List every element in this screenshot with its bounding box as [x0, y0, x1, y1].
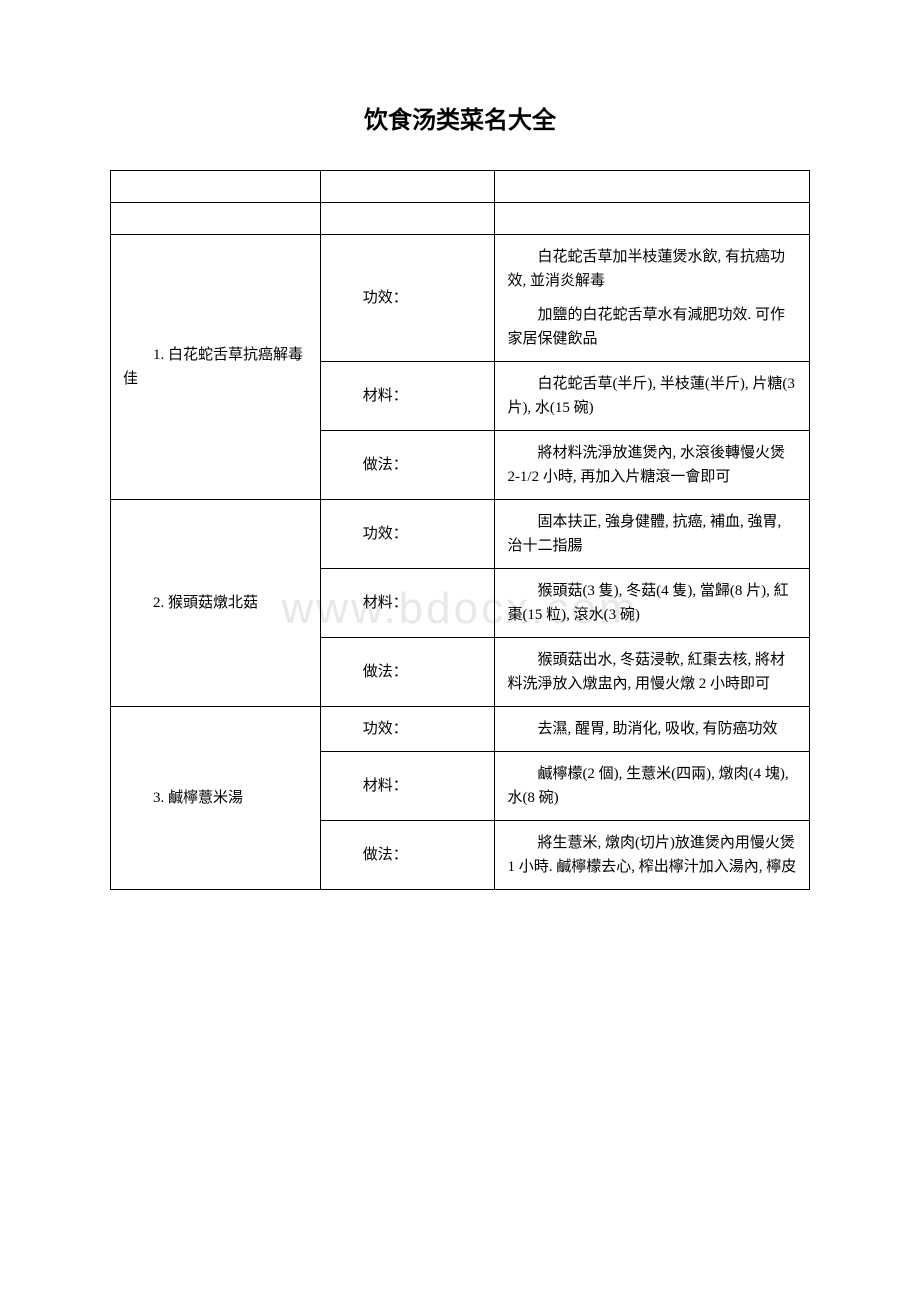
material-label: 材料： [320, 362, 495, 431]
effect-text: 加鹽的白花蛇舌草水有減肥功效. 可作家居保健飲品 [507, 303, 797, 351]
table-row: 2. 猴頭菇燉北菇 功效： 固本扶正, 強身健體, 抗癌, 補血, 強胃, 治十… [111, 500, 810, 569]
material-text: 猴頭菇(3 隻), 冬菇(4 隻), 當歸(8 片), 紅棗(15 粒), 滾水… [507, 579, 797, 627]
method-text: 將生薏米, 燉肉(切片)放進煲內用慢火煲 1 小時. 鹹檸檬去心, 榨出檸汁加入… [507, 831, 797, 879]
method-text: 將材料洗淨放進煲內, 水滾後轉慢火煲 2-1/2 小時, 再加入片糖滾一會即可 [507, 441, 797, 489]
table-row [111, 171, 810, 203]
recipe-name-cell: 3. 鹹檸薏米湯 [111, 707, 321, 890]
table-row: 1. 白花蛇舌草抗癌解毒佳 功效： 白花蛇舌草加半枝蓮煲水飲, 有抗癌功效, 並… [111, 235, 810, 362]
effect-label: 功效： [320, 707, 495, 752]
method-content: 將生薏米, 燉肉(切片)放進煲內用慢火煲 1 小時. 鹹檸檬去心, 榨出檸汁加入… [495, 821, 810, 890]
effect-content: 固本扶正, 強身健體, 抗癌, 補血, 強胃, 治十二指腸 [495, 500, 810, 569]
method-label: 做法： [320, 821, 495, 890]
effect-text: 去濕, 醒胃, 助消化, 吸收, 有防癌功效 [507, 717, 797, 741]
method-content: 猴頭菇出水, 冬菇浸軟, 紅棗去核, 將材料洗淨放入燉盅內, 用慢火燉 2 小時… [495, 638, 810, 707]
recipe-table: 1. 白花蛇舌草抗癌解毒佳 功效： 白花蛇舌草加半枝蓮煲水飲, 有抗癌功效, 並… [110, 170, 810, 890]
material-label: 材料： [320, 752, 495, 821]
page-title: 饮食汤类菜名大全 [110, 100, 810, 135]
material-text: 白花蛇舌草(半斤), 半枝蓮(半斤), 片糖(3片), 水(15 碗) [507, 372, 797, 420]
effect-content: 白花蛇舌草加半枝蓮煲水飲, 有抗癌功效, 並消炎解毒 加鹽的白花蛇舌草水有減肥功… [495, 235, 810, 362]
effect-content: 去濕, 醒胃, 助消化, 吸收, 有防癌功效 [495, 707, 810, 752]
method-text: 猴頭菇出水, 冬菇浸軟, 紅棗去核, 將材料洗淨放入燉盅內, 用慢火燉 2 小時… [507, 648, 797, 696]
material-text: 鹹檸檬(2 個), 生薏米(四兩), 燉肉(4 塊), 水(8 碗) [507, 762, 797, 810]
table-row [111, 203, 810, 235]
material-content: 鹹檸檬(2 個), 生薏米(四兩), 燉肉(4 塊), 水(8 碗) [495, 752, 810, 821]
recipe-name-cell: 2. 猴頭菇燉北菇 [111, 500, 321, 707]
material-label: 材料： [320, 569, 495, 638]
effect-label: 功效： [320, 500, 495, 569]
method-label: 做法： [320, 638, 495, 707]
recipe-table-wrapper: 1. 白花蛇舌草抗癌解毒佳 功效： 白花蛇舌草加半枝蓮煲水飲, 有抗癌功效, 並… [110, 170, 810, 890]
effect-text: 固本扶正, 強身健體, 抗癌, 補血, 強胃, 治十二指腸 [507, 510, 797, 558]
material-content: 白花蛇舌草(半斤), 半枝蓮(半斤), 片糖(3片), 水(15 碗) [495, 362, 810, 431]
method-label: 做法： [320, 431, 495, 500]
effect-label: 功效： [320, 235, 495, 362]
effect-text: 白花蛇舌草加半枝蓮煲水飲, 有抗癌功效, 並消炎解毒 [507, 245, 797, 293]
table-row: 3. 鹹檸薏米湯 功效： 去濕, 醒胃, 助消化, 吸收, 有防癌功效 [111, 707, 810, 752]
recipe-name-cell: 1. 白花蛇舌草抗癌解毒佳 [111, 235, 321, 500]
material-content: 猴頭菇(3 隻), 冬菇(4 隻), 當歸(8 片), 紅棗(15 粒), 滾水… [495, 569, 810, 638]
method-content: 將材料洗淨放進煲內, 水滾後轉慢火煲 2-1/2 小時, 再加入片糖滾一會即可 [495, 431, 810, 500]
